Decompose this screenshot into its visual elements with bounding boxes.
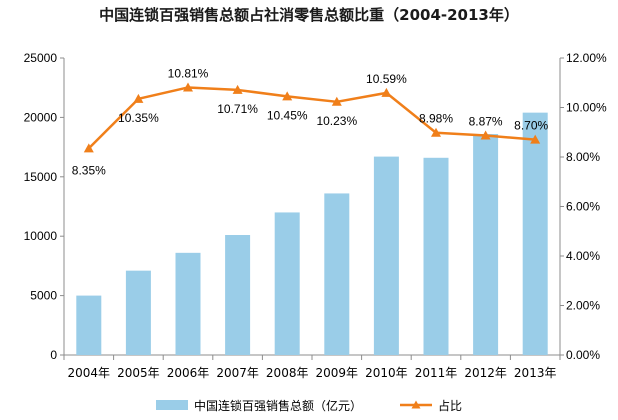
left-tick-label: 10000 [24, 229, 58, 243]
line-data-label: 8.35% [72, 163, 106, 177]
bar-series [76, 112, 548, 355]
line-data-label: 8.87% [469, 114, 503, 128]
x-tick-label: 2011年 [415, 366, 458, 380]
x-tick-label: 2006年 [167, 366, 210, 380]
bar [175, 252, 201, 355]
line-data-label: 8.70% [514, 119, 548, 133]
x-tick-label: 2013年 [514, 366, 557, 380]
x-tick-label: 2005年 [117, 366, 160, 380]
line-data-label: 10.71% [217, 102, 258, 116]
bar [274, 212, 300, 355]
bar [373, 156, 399, 355]
left-tick-label: 20000 [24, 110, 58, 124]
right-tick-label: 8.00% [566, 150, 600, 164]
bar [423, 157, 449, 355]
x-tick-label: 2008年 [266, 366, 309, 380]
chart-title: 中国连锁百强销售总额占社消零售总额比重（2004-2013年） [99, 6, 519, 24]
line-marker [530, 134, 541, 144]
bar [473, 134, 499, 355]
right-tick-label: 0.00% [566, 348, 600, 362]
line-marker [282, 91, 293, 101]
right-tick-label: 6.00% [566, 200, 600, 214]
bar [125, 270, 151, 355]
line-data-label: 10.59% [366, 72, 407, 86]
right-tick-label: 10.00% [566, 101, 607, 115]
x-tick-label: 2009年 [316, 366, 359, 380]
legend-bar-label: 中国连锁百强销售总额（亿元） [193, 398, 362, 413]
axes: 0 5000 10000 15000 20000 25000 0.00% 2.00% 4.00%… [24, 51, 607, 380]
x-tick-label: 2007年 [216, 366, 259, 380]
left-tick-label: 15000 [24, 170, 58, 184]
bar [324, 193, 350, 355]
x-tick-label: 2012年 [464, 366, 507, 380]
line-marker [183, 82, 193, 92]
line-data-label: 10.35% [118, 111, 159, 125]
legend-item-line: 占比 [400, 397, 462, 414]
line-series [83, 82, 541, 153]
line-marker [331, 96, 342, 106]
bar [76, 295, 102, 355]
line-marker [431, 127, 441, 137]
line-data-label: 10.23% [316, 114, 357, 128]
legend-line-label: 占比 [438, 398, 463, 413]
x-tick-label: 2010年 [365, 366, 408, 380]
left-tick-label: 25000 [24, 51, 58, 65]
legend-item-bar: 中国连锁百强销售总额（亿元） [155, 397, 362, 414]
left-tick-label: 5000 [30, 289, 57, 303]
line-marker [232, 84, 243, 94]
line-data-label: 10.81% [168, 66, 209, 80]
legend: 中国连锁百强销售总额（亿元） 占比 [0, 396, 618, 414]
left-tick-label: 0 [50, 348, 57, 362]
line-marker [133, 93, 144, 103]
line-data-label: 10.45% [267, 108, 308, 122]
line-marker [381, 87, 392, 97]
line-marker [480, 130, 491, 140]
right-tick-label: 4.00% [566, 249, 600, 263]
right-tick-label: 12.00% [566, 51, 607, 65]
x-tick-label: 2004年 [68, 366, 111, 380]
line-path [87, 86, 536, 150]
right-tick-label: 2.00% [566, 299, 600, 313]
line-data-label: 8.98% [419, 112, 453, 126]
line-marker [83, 143, 94, 153]
legend-bar-swatch [155, 400, 188, 410]
bar [522, 112, 548, 355]
data-labels: 8.35% 10.35% 10.81% 10.71% 10.45% 10.23% 10.59… [72, 66, 549, 177]
legend-line-swatch [400, 400, 432, 409]
bar [225, 235, 251, 355]
